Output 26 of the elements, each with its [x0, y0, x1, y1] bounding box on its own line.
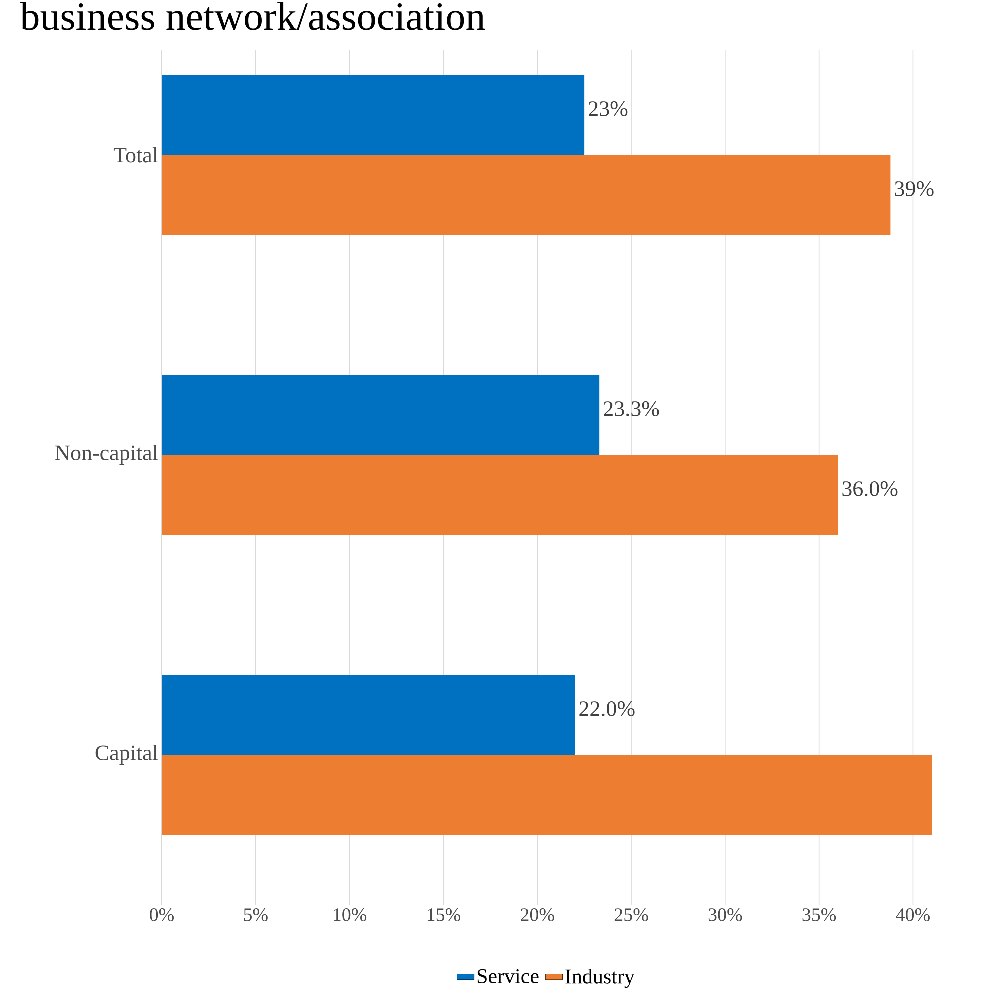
- x-tick-label: 25%: [614, 908, 648, 922]
- y-tick-label: Total: [114, 147, 158, 163]
- x-tick-label: 30%: [708, 908, 742, 922]
- chart-title: business network/association: [20, 2, 486, 30]
- x-tick-label: 35%: [802, 908, 836, 922]
- data-label: 23.3%: [604, 402, 660, 416]
- data-label: 39%: [895, 182, 934, 196]
- data-label: 23%: [589, 102, 628, 116]
- x-tick-label: 5%: [244, 908, 268, 922]
- y-tick-label: Capital: [96, 745, 158, 765]
- legend-label: Industry: [566, 969, 635, 988]
- x-tick-label: 40%: [896, 908, 930, 922]
- bar: [162, 754, 932, 835]
- data-label: 36.0%: [842, 482, 898, 496]
- x-tick-label: 15%: [428, 908, 460, 922]
- bar: [162, 154, 891, 235]
- bar: [162, 74, 585, 156]
- x-tick-label: 20%: [521, 908, 554, 922]
- data-label: 22.0%: [580, 702, 635, 716]
- bar: [162, 675, 576, 756]
- bar: [162, 454, 838, 535]
- x-tick-label: 10%: [334, 908, 367, 922]
- y-tick-label: Non-capital: [55, 445, 158, 465]
- bar: [162, 375, 600, 456]
- legend-label: Service: [478, 969, 539, 984]
- x-tick-label: 0%: [150, 908, 174, 922]
